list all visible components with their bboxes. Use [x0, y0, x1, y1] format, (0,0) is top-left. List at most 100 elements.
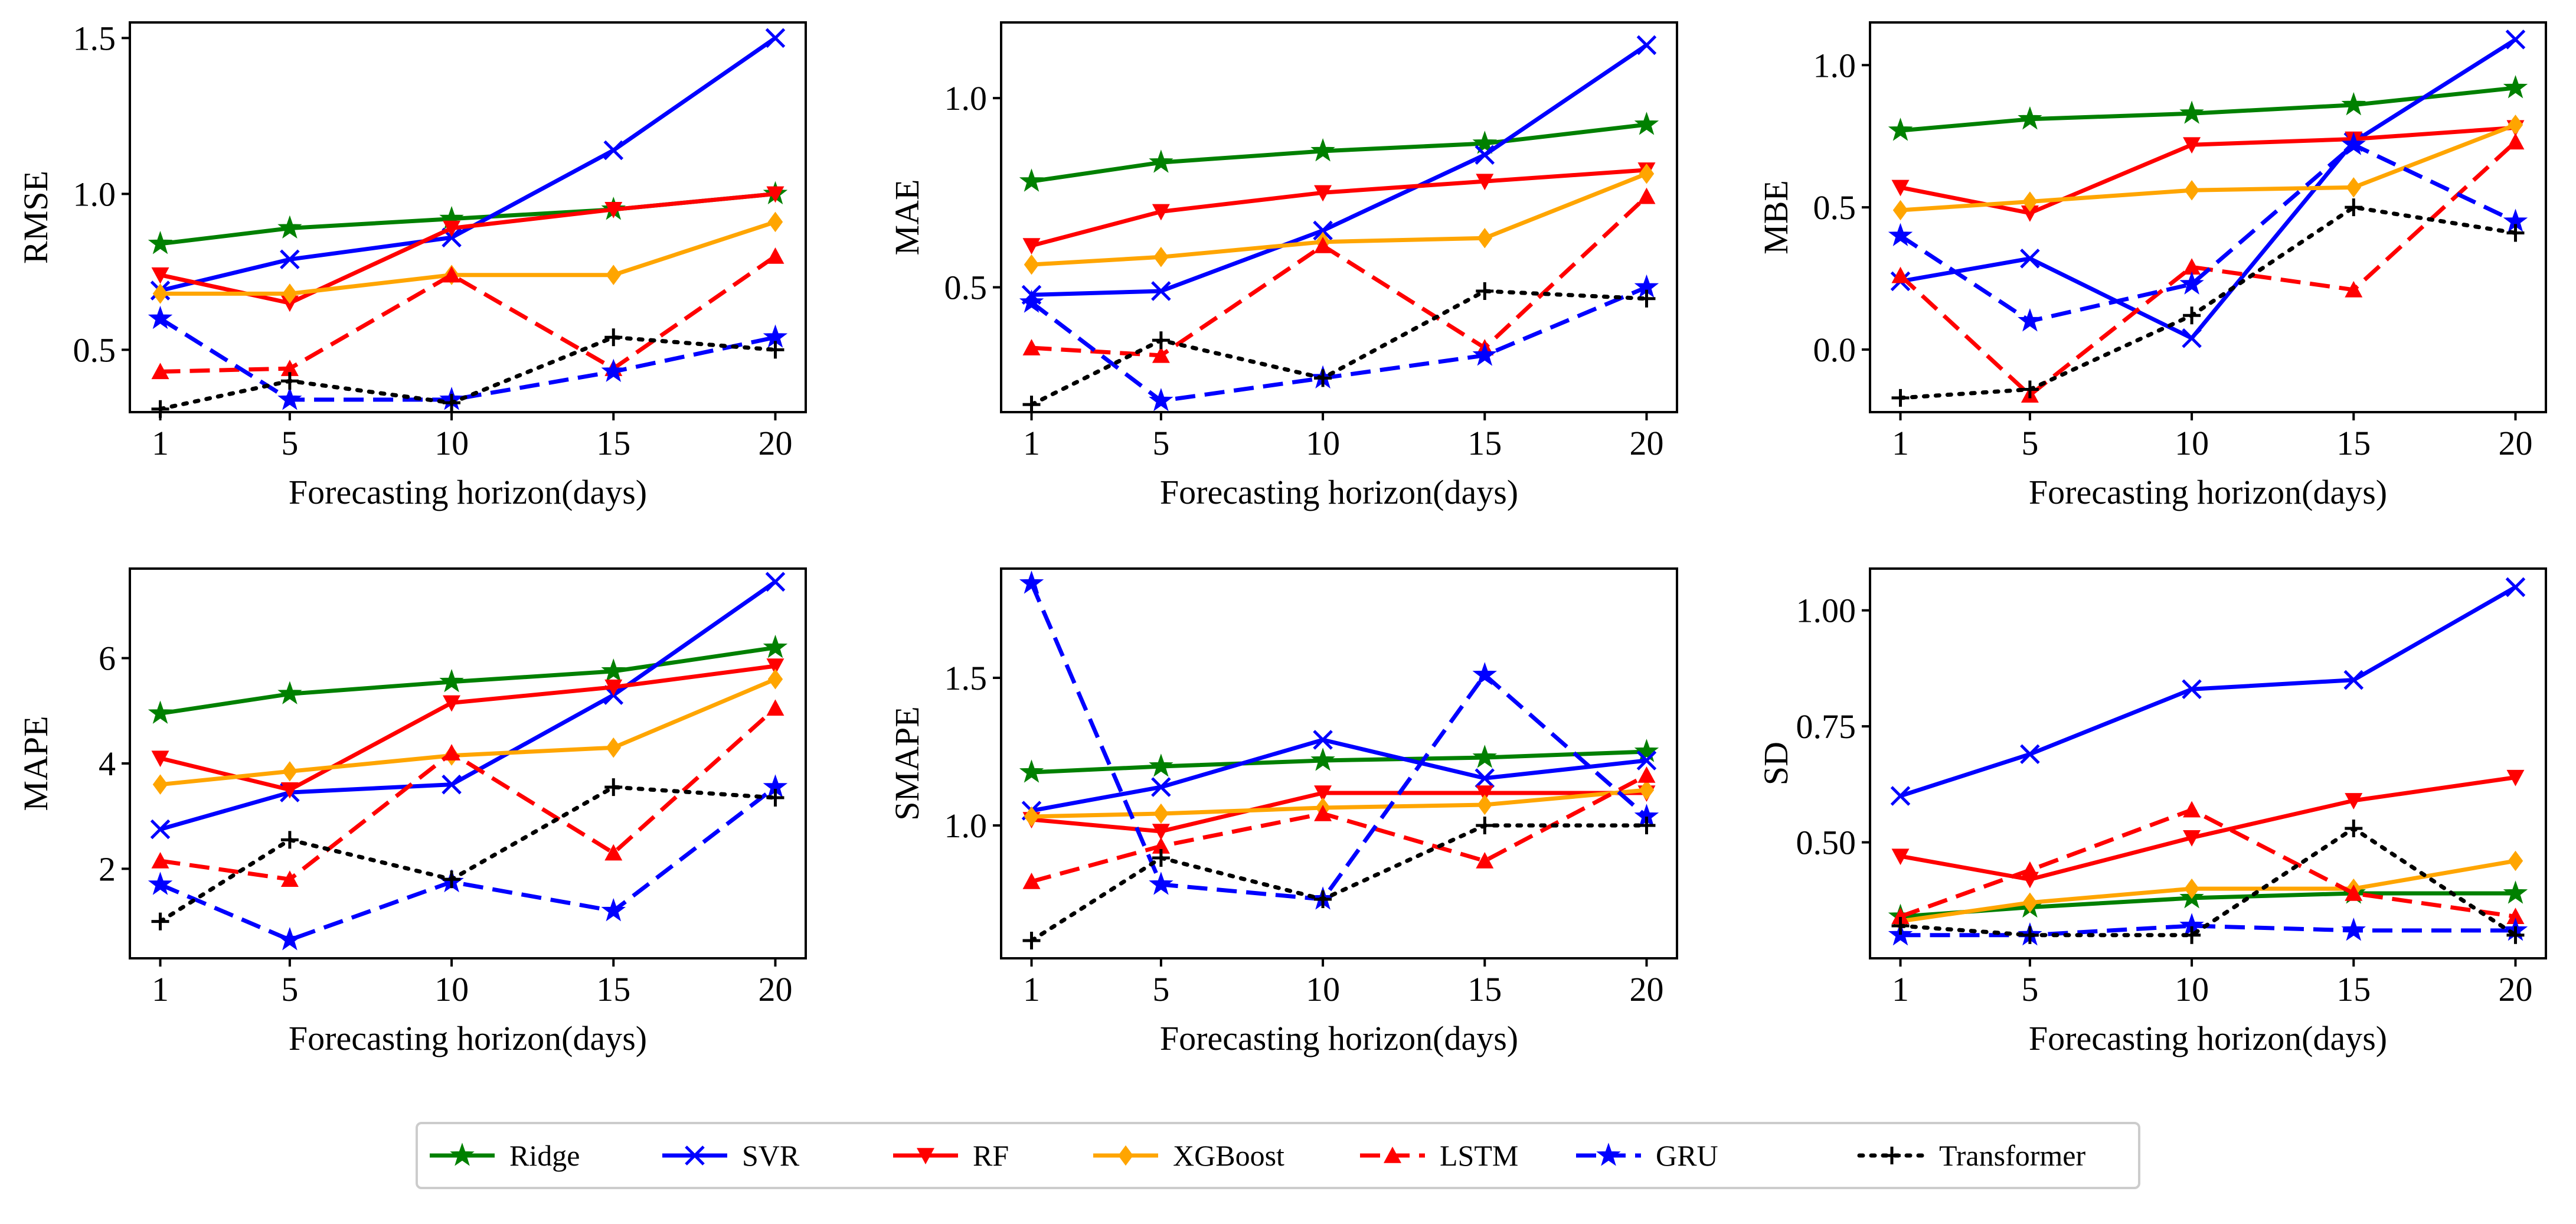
data-point-transformer — [443, 870, 461, 889]
series-rf — [1891, 769, 2525, 889]
data-point-ridge — [1149, 149, 1173, 173]
data-point-transformer — [2183, 926, 2201, 944]
legend-marker-svr — [685, 1145, 705, 1166]
data-point-ridge — [277, 215, 302, 239]
axes-frame — [1869, 21, 2547, 413]
data-point-svr — [2505, 577, 2526, 598]
legend-label: Ridge — [509, 1139, 580, 1172]
data-point-xgboost — [1639, 164, 1655, 184]
series-line-ridge — [159, 645, 776, 716]
data-point-rf — [1152, 204, 1170, 221]
series-lstm — [1022, 766, 1656, 889]
data-point-xgboost — [1477, 227, 1493, 249]
data-point-rf — [443, 695, 461, 712]
y-tick-label: 0.5 — [944, 269, 988, 307]
x-tick-label: 15 — [596, 424, 630, 462]
data-point-xgboost — [2184, 878, 2199, 899]
data-point-rf — [1476, 174, 1494, 191]
data-point-transformer — [1314, 890, 1332, 908]
data-point-lstm — [443, 266, 461, 283]
data-point-lstm — [280, 870, 299, 887]
series-line-lstm — [1900, 808, 2516, 919]
data-point-lstm — [766, 247, 784, 264]
data-point-xgboost — [606, 265, 622, 285]
x-tick-label: 20 — [2498, 424, 2532, 462]
series-line-transformer — [1898, 205, 2518, 400]
data-point-transformer — [2021, 380, 2039, 399]
data-point-rf — [1152, 824, 1170, 840]
data-point-xgboost — [1639, 779, 1655, 801]
series-line-lstm — [160, 254, 777, 374]
series-xgboost — [1024, 164, 1655, 275]
data-point-ridge — [2503, 75, 2528, 99]
data-point-lstm — [1314, 805, 1332, 821]
data-point-ridge — [1634, 739, 1659, 762]
data-point-ridge — [1310, 138, 1335, 162]
legend-label: XGBoost — [1173, 1139, 1284, 1172]
x-tick-label: 10 — [2175, 424, 2209, 462]
data-point-lstm — [1891, 266, 1910, 283]
data-point-xgboost — [1892, 200, 1908, 221]
series-xgboost — [1892, 115, 2523, 221]
data-point-gru — [148, 872, 173, 895]
data-point-xgboost — [2508, 115, 2523, 135]
data-point-svr — [1636, 750, 1657, 771]
y-tick-label: 1.0 — [944, 79, 988, 117]
legend-frame — [416, 1122, 2140, 1189]
series-transformer — [1891, 820, 2525, 944]
data-point-rf — [151, 750, 169, 768]
data-point-rf — [1314, 185, 1332, 202]
data-point-svr — [2182, 679, 2202, 700]
data-point-gru — [277, 926, 302, 951]
data-point-xgboost — [606, 737, 622, 758]
data-point-transformer — [280, 831, 299, 849]
data-point-ridge — [1149, 753, 1173, 777]
data-point-gru — [1149, 387, 1173, 412]
series-ridge — [148, 634, 788, 724]
data-point-transformer — [1314, 369, 1332, 387]
series-ridge — [1888, 75, 2528, 141]
series-line-rf — [1900, 125, 2516, 216]
series-lstm — [1891, 801, 2525, 925]
x-tick-label: 1 — [1023, 424, 1040, 462]
y-tick-label: 4 — [99, 745, 116, 783]
y-tick-label: 0.50 — [1796, 824, 1856, 862]
series-svr — [1890, 577, 2526, 806]
x-tick-label: 1 — [1023, 970, 1040, 1008]
x-axis-label: Forecasting horizon(days) — [2029, 1019, 2387, 1057]
legend-marker-gru — [1596, 1143, 1621, 1166]
data-point-ridge — [1019, 168, 1044, 192]
y-axis-label: MAPE — [17, 716, 55, 811]
x-axis-label: Forecasting horizon(days) — [289, 1019, 647, 1057]
data-point-lstm — [2506, 133, 2525, 150]
legend-label: LSTM — [1440, 1139, 1518, 1172]
y-tick-label: 0.75 — [1796, 707, 1856, 746]
x-tick-label: 5 — [2021, 424, 2038, 462]
data-point-svr — [1890, 786, 1911, 806]
data-point-ridge — [1310, 748, 1335, 771]
x-tick-label: 5 — [281, 970, 298, 1008]
data-point-gru — [2341, 132, 2366, 155]
data-point-transformer — [2183, 306, 2201, 325]
series-rf — [1891, 120, 2525, 222]
data-point-ridge — [1472, 745, 1497, 768]
data-point-svr — [1151, 281, 1171, 301]
data-point-xgboost — [1024, 806, 1039, 827]
x-tick-label: 10 — [1306, 424, 1340, 462]
data-point-transformer — [766, 341, 784, 359]
data-point-xgboost — [2184, 179, 2199, 201]
legend-item-xgboost: XGBoost — [1093, 1139, 1284, 1172]
x-tick-label: 5 — [1152, 970, 1169, 1008]
data-point-ridge — [2179, 100, 2204, 124]
data-point-rf — [2183, 137, 2201, 154]
data-point-gru — [1888, 223, 1913, 246]
series-line-xgboost — [1900, 123, 2516, 213]
data-point-lstm — [2183, 258, 2201, 275]
x-axis-label: Forecasting horizon(days) — [1160, 473, 1518, 511]
y-tick-label: 1.0 — [73, 175, 116, 213]
series-gru — [1888, 132, 2528, 332]
